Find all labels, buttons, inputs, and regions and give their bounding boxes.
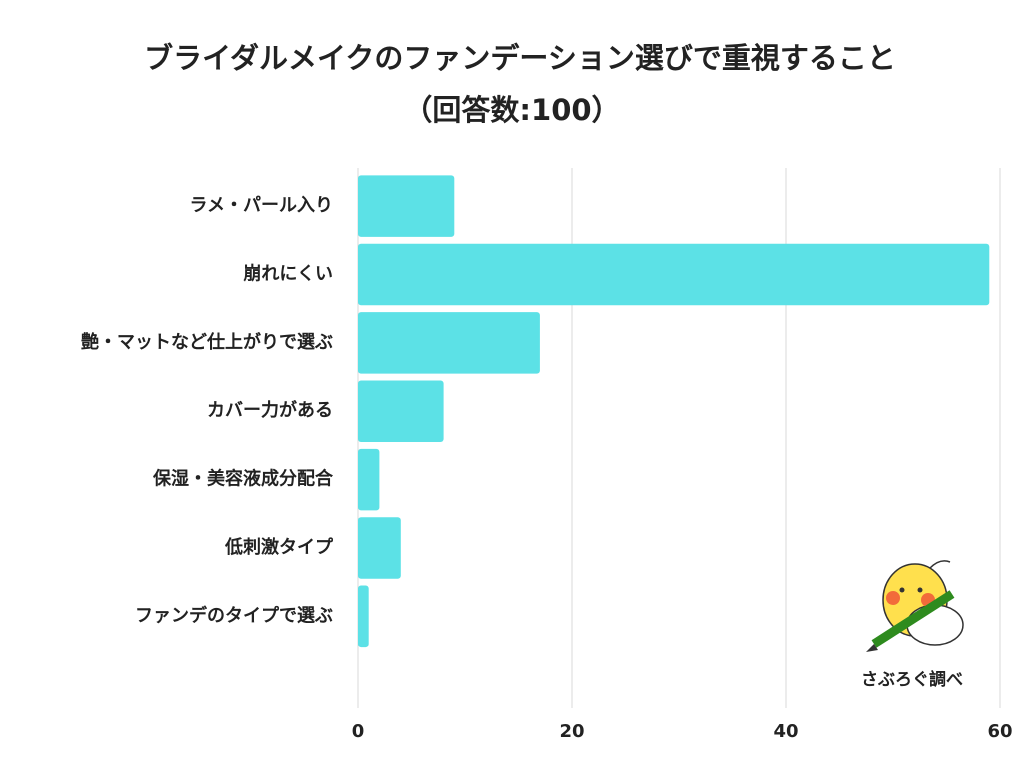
bar	[358, 448, 380, 511]
y-tick-label: 保湿・美容液成分配合	[152, 468, 334, 490]
chart-title: ブライダルメイクのファンデーション選びで重視すること	[144, 41, 896, 75]
x-tick-label: 40	[773, 721, 798, 742]
x-tick-label: 60	[987, 721, 1012, 742]
bar	[358, 585, 369, 648]
bar	[358, 175, 455, 237]
bar	[358, 517, 401, 579]
bar	[358, 243, 990, 306]
y-tick-label: 艶・マットなど仕上がりで選ぶ	[81, 331, 333, 353]
x-tick-label: 0	[352, 721, 365, 742]
y-tick-label: 崩れにくい	[243, 263, 333, 285]
annotation: さぶろぐ調べ	[861, 669, 963, 690]
y-tick-label: カバー力がある	[207, 399, 333, 421]
x-tick-label: 20	[559, 721, 584, 742]
mascot-icon	[866, 560, 964, 652]
y-tick-label: ファンデのタイプで選ぶ	[135, 604, 333, 626]
bar	[358, 380, 444, 442]
bar	[358, 312, 540, 374]
y-tick-label: ラメ・パール入り	[190, 195, 333, 216]
chart-subtitle: （回答数:100）	[403, 93, 620, 127]
y-tick-label: 低刺激タイプ	[224, 536, 334, 558]
